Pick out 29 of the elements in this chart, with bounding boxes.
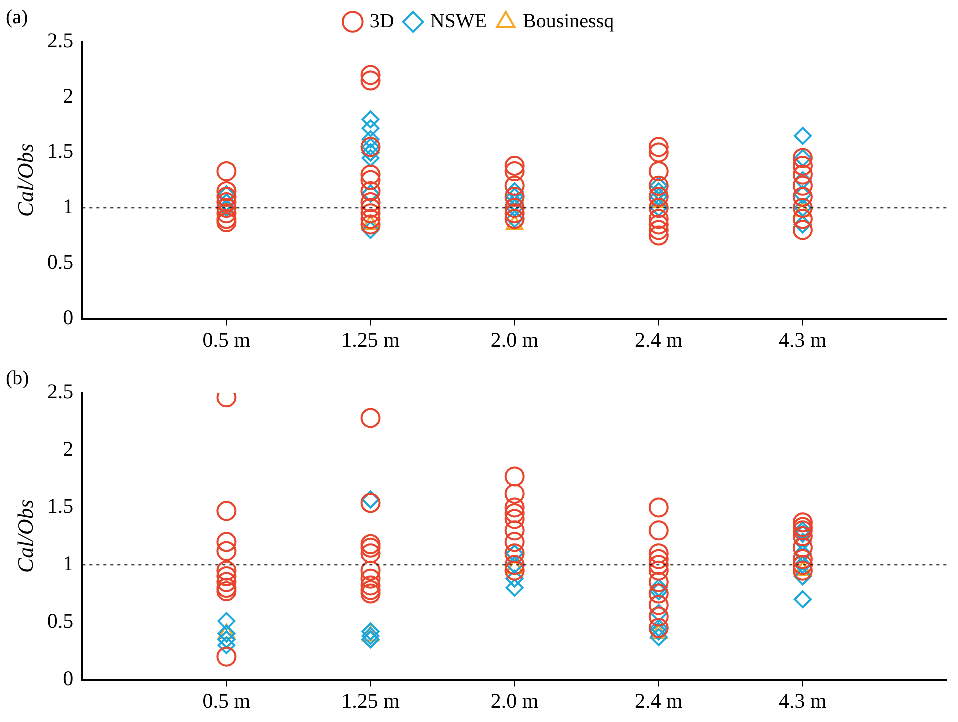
x-tick-label: 2.4 m	[634, 688, 683, 713]
y-tick-label: 0.5	[47, 608, 74, 633]
y-tick-label: 2	[63, 84, 74, 108]
x-tick-label: 4.3 m	[779, 328, 827, 352]
y-tick-label: 0.5	[47, 250, 74, 274]
x-tick-label: 0.5 m	[202, 328, 251, 352]
y-tick-label: 1	[63, 194, 74, 219]
legend-label: NSWE	[430, 10, 487, 32]
legend-label: Bousinessq	[522, 10, 614, 32]
y-axis-title: Cal/Obs	[12, 500, 38, 574]
y-tick-label: 1	[63, 552, 74, 576]
y-tick-label: 0	[63, 666, 74, 690]
y-tick-label: 2	[63, 436, 74, 461]
x-tick-label: 0.5 m	[202, 688, 251, 713]
y-tick-label: 2.5	[47, 380, 74, 404]
y-tick-label: 2.5	[47, 28, 74, 53]
x-tick-label: 1.25 m	[342, 328, 400, 352]
chart-title: (a)	[6, 6, 28, 28]
chart-title: (b)	[6, 367, 30, 390]
x-tick-label: 4.3 m	[779, 688, 827, 713]
y-axis-title: Cal/Obs	[12, 144, 38, 218]
y-tick-label: 1.5	[47, 494, 74, 518]
y-tick-label: 0	[63, 305, 74, 330]
x-tick-label: 2.4 m	[634, 328, 683, 352]
legend-label: 3D	[370, 10, 394, 32]
y-tick-label: 1.5	[47, 139, 74, 164]
x-tick-label: 1.25 m	[342, 688, 400, 713]
x-tick-label: 2.0 m	[490, 328, 539, 352]
x-tick-label: 2.0 m	[490, 688, 539, 713]
